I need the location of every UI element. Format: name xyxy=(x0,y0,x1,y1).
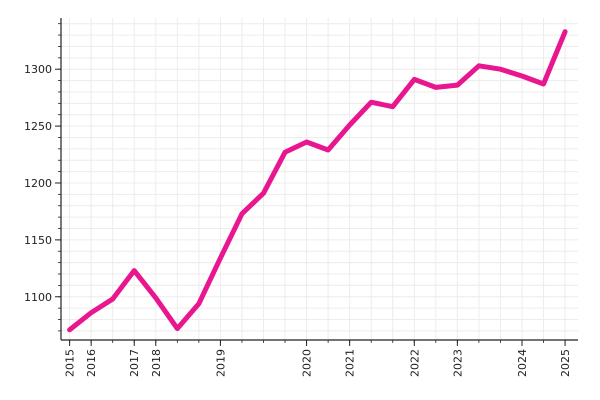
x-tick-label: 2017 xyxy=(128,349,141,377)
y-tick-label: 1150 xyxy=(24,234,52,247)
x-tick-label: 2024 xyxy=(516,349,529,377)
y-tick-label: 1300 xyxy=(24,63,52,76)
y-tick-label: 1100 xyxy=(24,291,52,304)
x-tick-label: 2022 xyxy=(408,349,421,377)
x-tick-label: 2023 xyxy=(451,349,464,377)
tick-labels: 1100 1150 1200 1250 1300 2015 2016 2017 2018 2019… xyxy=(24,63,572,377)
x-tick-label: 2020 xyxy=(301,349,314,377)
x-tick-label: 2025 xyxy=(559,349,572,377)
y-tick-label: 1250 xyxy=(24,120,52,133)
grid xyxy=(61,18,578,340)
x-tick-label: 2019 xyxy=(214,349,227,377)
x-tick-label: 2021 xyxy=(344,349,357,377)
axes xyxy=(55,18,578,346)
series-line xyxy=(67,29,568,333)
y-tick-label: 1200 xyxy=(24,177,52,190)
x-tick-label: 2018 xyxy=(150,349,163,377)
x-tick-label: 2016 xyxy=(85,349,98,377)
x-tick-label: 2015 xyxy=(64,349,77,377)
series-layer xyxy=(67,29,568,333)
